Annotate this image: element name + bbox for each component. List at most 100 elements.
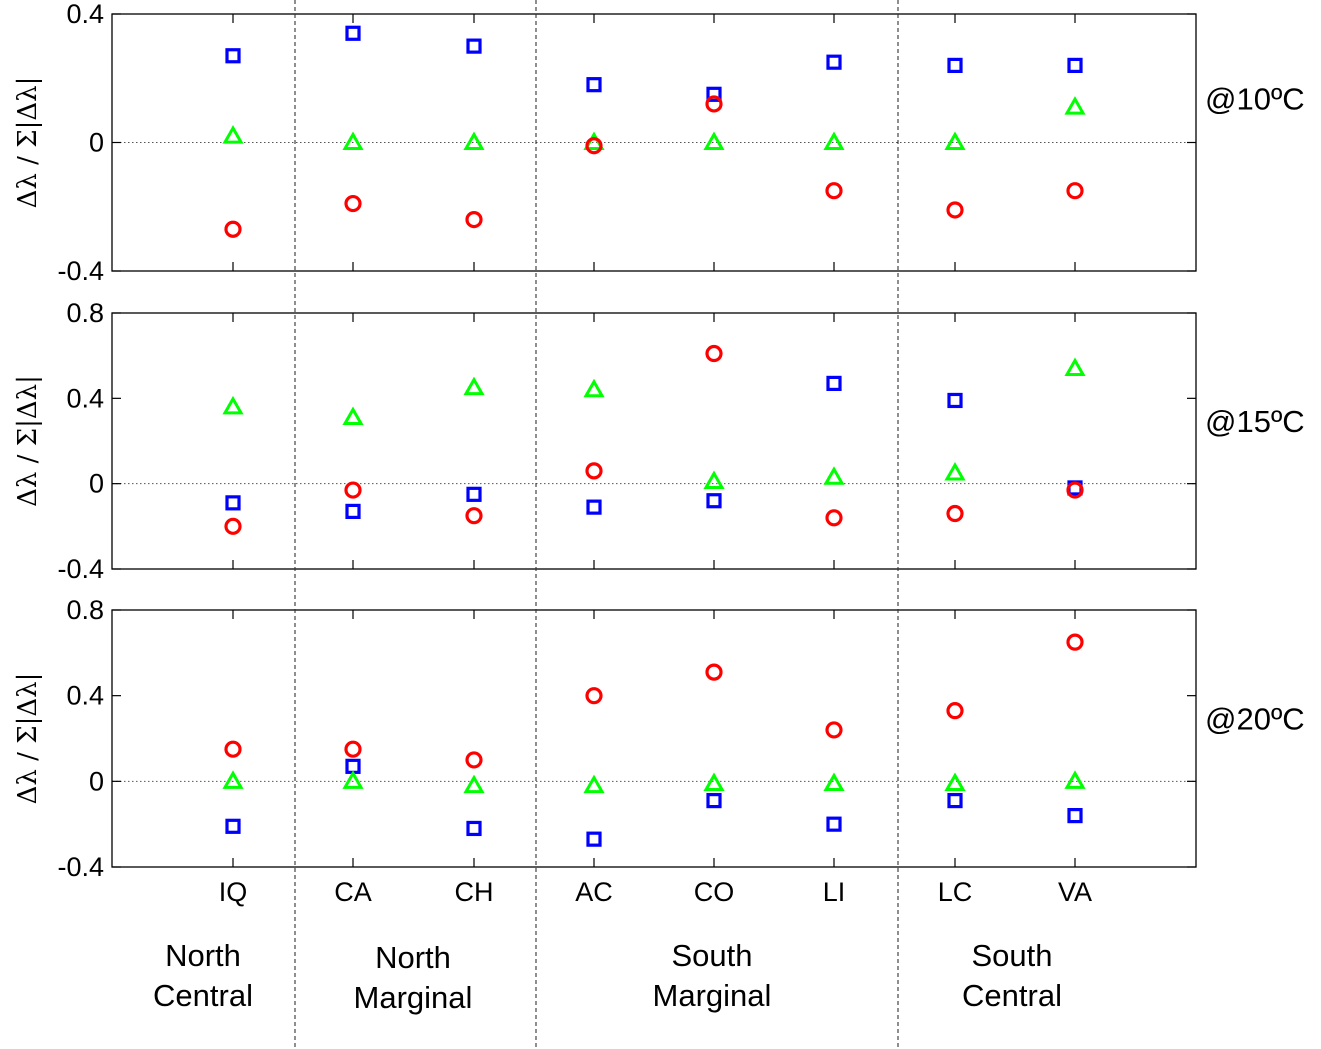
marker-triangle-LI [823,466,845,485]
marker-square-IQ [225,818,241,834]
y-tick-label: 0 [89,128,104,158]
marker-square-LI [826,54,842,70]
plot-frame [111,609,1197,868]
marker-circle-CO [705,95,723,113]
marker-circle-CH [465,507,483,525]
group-label-line1: South [671,938,752,973]
y-tick-label: 0.8 [66,298,104,328]
marker-triangle-CO [703,772,725,791]
x-tick-label: CA [334,877,372,907]
marker-square-LI [826,375,842,391]
marker-triangle-IQ [222,125,244,144]
marker-square-AC [586,831,602,847]
marker-triangle-IQ [222,395,244,415]
marker-circle-LI [825,721,843,739]
plot-frame [111,312,1197,570]
marker-circle-IQ [224,740,242,758]
y-tick-label: -0.4 [57,256,104,286]
marker-square-IQ [225,495,241,511]
marker-triangle-LI [823,772,845,791]
x-tick-label: CH [455,877,494,907]
marker-circle-CH [465,211,483,229]
marker-triangle-AC [583,774,605,794]
temperature-label: @15ºC [1205,404,1305,439]
y-tick-label: -0.4 [57,852,104,882]
group-label-line2: Central [962,978,1062,1013]
marker-circle-AC [585,137,603,155]
y-tick-label: 0.8 [66,595,104,625]
marker-square-AC [586,77,602,93]
marker-circle-IQ [224,517,242,535]
marker-square-CH [466,486,482,502]
x-tick-label: CO [694,877,735,907]
x-tick-label: LC [938,877,973,907]
marker-circle-CO [705,663,723,681]
marker-circle-VA [1066,481,1084,499]
panel-2: -0.4 0 0.4 0.8 Δλ / Σ|Δλ| @15ºC [13,298,1305,584]
marker-square-CO [706,493,722,509]
marker-circle-IQ [224,220,242,238]
temperature-label: @10ºC [1205,82,1305,117]
y-axis-label: Δλ / Σ|Δλ| [13,77,43,209]
marker-square-CA [345,503,361,519]
marker-circle-LI [825,182,843,200]
marker-circle-CA [344,481,362,499]
marker-circle-LC [946,702,964,720]
marker-square-LC [947,793,963,809]
marker-square-LC [947,57,963,74]
marker-triangle-CH [463,131,485,150]
x-tick-label: IQ [219,877,248,907]
marker-triangle-CA [342,770,364,789]
marker-square-IQ [225,48,241,64]
marker-square-CH [466,820,482,837]
marker-circle-LC [946,201,964,219]
marker-square-CO [706,793,722,809]
marker-triangle-LC [944,461,966,481]
y-tick-label: 0.4 [66,383,104,413]
marker-square-LI [826,816,842,832]
marker-square-CH [466,38,482,54]
marker-triangle-VA [1064,96,1086,115]
marker-square-VA [1067,807,1083,824]
marker-triangle-LC [944,772,966,791]
x-tick-label: VA [1058,877,1092,907]
marker-square-CA [345,25,361,41]
marker-circle-AC [585,462,603,480]
marker-triangle-LC [944,131,966,150]
marker-triangle-IQ [222,770,244,789]
marker-circle-VA [1066,182,1084,200]
marker-square-AC [586,499,602,515]
marker-triangle-CA [342,406,364,426]
marker-circle-CA [344,740,362,758]
marker-circle-CH [465,751,483,769]
marker-square-LC [947,392,963,409]
y-tick-label: -0.4 [57,554,104,584]
group-label-line1: North [165,938,241,973]
y-tick-label: 0 [89,469,104,499]
marker-square-CO [706,86,722,102]
group-label-line1: North [375,940,451,975]
marker-triangle-CH [463,376,485,396]
marker-circle-LI [825,509,843,527]
temperature-label: @20ºC [1205,702,1305,737]
x-tick-label: LI [823,877,846,907]
marker-square-VA [1067,57,1083,74]
marker-circle-CA [344,194,362,213]
y-axis-label: Δλ / Σ|Δλ| [13,375,43,507]
panel-1: -0.4 0 0.4 Δλ / Σ|Δλ| @10ºC [13,0,1305,286]
marker-circle-AC [585,687,603,705]
group-label-line2: Marginal [354,980,473,1015]
marker-triangle-LI [823,131,845,150]
marker-triangle-AC [583,378,605,398]
marker-triangle-CO [703,131,725,150]
marker-triangle-CH [463,774,485,794]
y-tick-label: 0 [89,766,104,796]
marker-triangle-CO [703,470,725,490]
y-tick-label: 0.4 [66,0,104,29]
x-tick-label: AC [575,877,613,907]
marker-triangle-VA [1064,770,1086,789]
group-label-line1: South [971,938,1052,973]
marker-circle-LC [946,504,964,523]
marker-triangle-VA [1064,357,1086,376]
